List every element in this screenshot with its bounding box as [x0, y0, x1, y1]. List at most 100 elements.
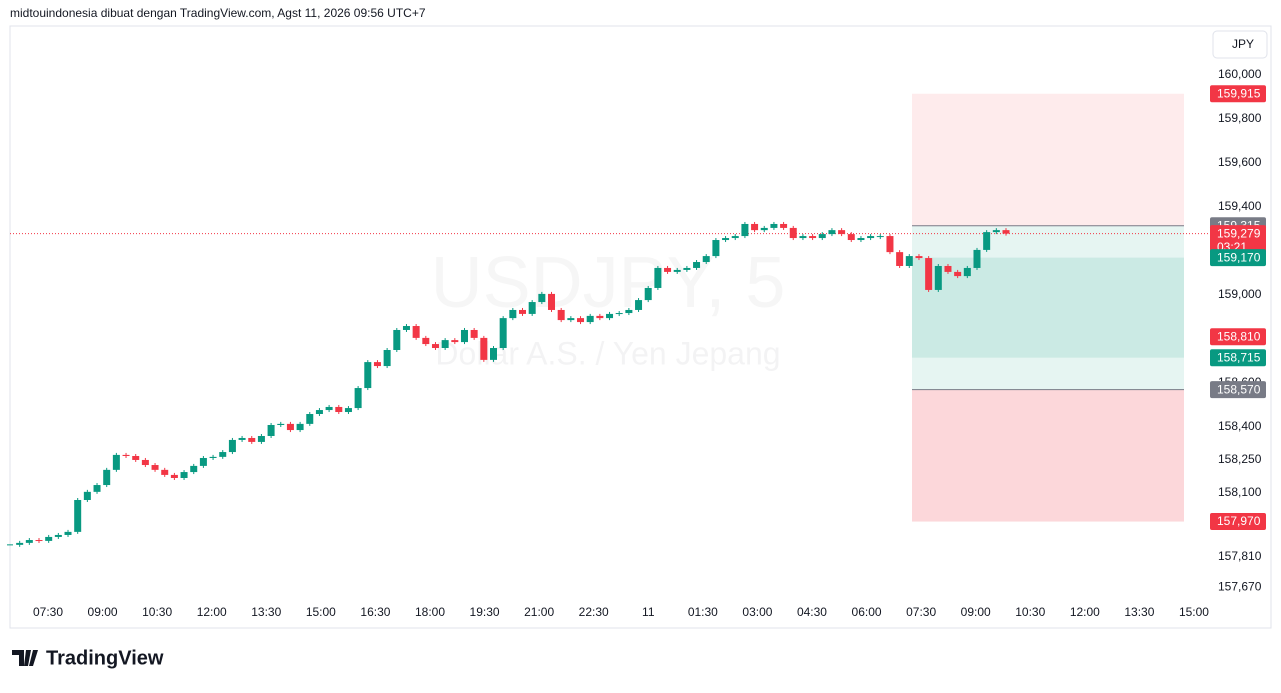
candle	[751, 223, 759, 231]
candle	[596, 315, 604, 319]
candle	[219, 452, 227, 457]
candle	[54, 534, 62, 537]
candle	[93, 485, 101, 492]
candle	[548, 293, 556, 310]
x-tick-label: 22:30	[579, 605, 609, 619]
candle	[528, 302, 536, 314]
candle	[934, 265, 942, 290]
candle	[606, 313, 614, 319]
x-tick-label: 06:00	[852, 605, 882, 619]
header: midtouindonesia dibuat dengan TradingVie…	[10, 6, 426, 20]
candle	[286, 423, 294, 431]
candle	[151, 465, 159, 470]
x-tick-label: 10:30	[142, 605, 172, 619]
stop-zone	[912, 93, 1184, 226]
candle	[577, 318, 585, 323]
candle	[654, 267, 662, 288]
candle	[161, 469, 169, 475]
candle	[557, 309, 565, 321]
price-label-box	[1210, 225, 1266, 256]
candle	[180, 472, 188, 478]
x-tick-label: 09:00	[88, 605, 118, 619]
stop-zone	[912, 389, 1184, 522]
y-tick-label: 158,400	[1218, 419, 1262, 433]
candle	[896, 252, 904, 266]
candle	[383, 349, 391, 367]
price-label: 157,970	[1217, 514, 1261, 528]
candle	[122, 454, 130, 457]
candle	[838, 230, 846, 235]
y-tick-label: 159,400	[1218, 199, 1262, 213]
candle	[944, 265, 952, 272]
y-tick-label: 157,670	[1218, 580, 1262, 594]
candle	[886, 236, 894, 253]
currency-button[interactable]	[1212, 30, 1268, 59]
candle	[373, 362, 381, 367]
candle	[519, 309, 527, 314]
candle	[489, 348, 497, 360]
price-label: 158,570	[1217, 382, 1261, 396]
candle	[760, 227, 768, 231]
candle	[876, 236, 884, 238]
logo-text: TradingView	[46, 647, 164, 669]
candle	[7, 544, 13, 546]
x-tick-label: 01:30	[688, 605, 718, 619]
x-tick-label: 12:00	[197, 605, 227, 619]
candle	[228, 439, 236, 453]
x-tick-label: 15:00	[1179, 605, 1209, 619]
candle	[74, 499, 82, 532]
candle	[170, 474, 178, 478]
candle	[915, 256, 923, 259]
candle	[393, 329, 401, 350]
candle	[209, 456, 217, 458]
candle	[925, 258, 933, 290]
candle	[103, 469, 111, 486]
candle	[64, 531, 72, 535]
price-label-box	[1210, 349, 1266, 367]
price-label-box	[1210, 85, 1266, 103]
candle	[509, 309, 517, 319]
price-label: 158,810	[1217, 329, 1261, 343]
x-tick-label: 04:30	[797, 605, 827, 619]
candle	[702, 256, 710, 263]
candle	[364, 362, 372, 389]
price-label-box	[1210, 328, 1266, 346]
x-tick-label: 07:30	[33, 605, 63, 619]
y-tick-label: 159,800	[1218, 111, 1262, 125]
candle	[238, 437, 246, 440]
candle	[190, 465, 198, 473]
candle	[112, 454, 120, 470]
x-tick-label: 15:00	[306, 605, 336, 619]
candle	[741, 223, 749, 237]
candle	[857, 238, 865, 241]
watermark-symbol: USDJPY, 5	[431, 243, 786, 323]
x-tick-label: 19:30	[470, 605, 500, 619]
x-tick-label: 21:00	[524, 605, 554, 619]
y-tick-label: 158,250	[1218, 452, 1262, 466]
candle	[199, 457, 207, 466]
candle	[635, 300, 643, 310]
candle	[722, 238, 730, 241]
price-label-box	[1210, 249, 1266, 267]
candle	[460, 329, 468, 343]
candle	[818, 234, 826, 239]
candle	[141, 459, 149, 466]
candle	[693, 262, 701, 268]
candle	[828, 230, 836, 235]
x-tick-label: 07:30	[906, 605, 936, 619]
candle	[983, 232, 991, 250]
candle	[451, 340, 459, 343]
price-label: 159,170	[1217, 250, 1261, 264]
candle	[422, 337, 430, 345]
candle	[431, 344, 439, 349]
price-label: 158,715	[1217, 350, 1261, 364]
currency: JPY	[1232, 37, 1254, 51]
candle	[973, 249, 981, 268]
candle	[412, 326, 420, 338]
candle	[441, 340, 449, 349]
x-tick-label: 09:00	[961, 605, 991, 619]
candle	[567, 318, 575, 321]
candle	[905, 256, 913, 266]
candle	[257, 435, 265, 442]
candle	[809, 236, 817, 239]
